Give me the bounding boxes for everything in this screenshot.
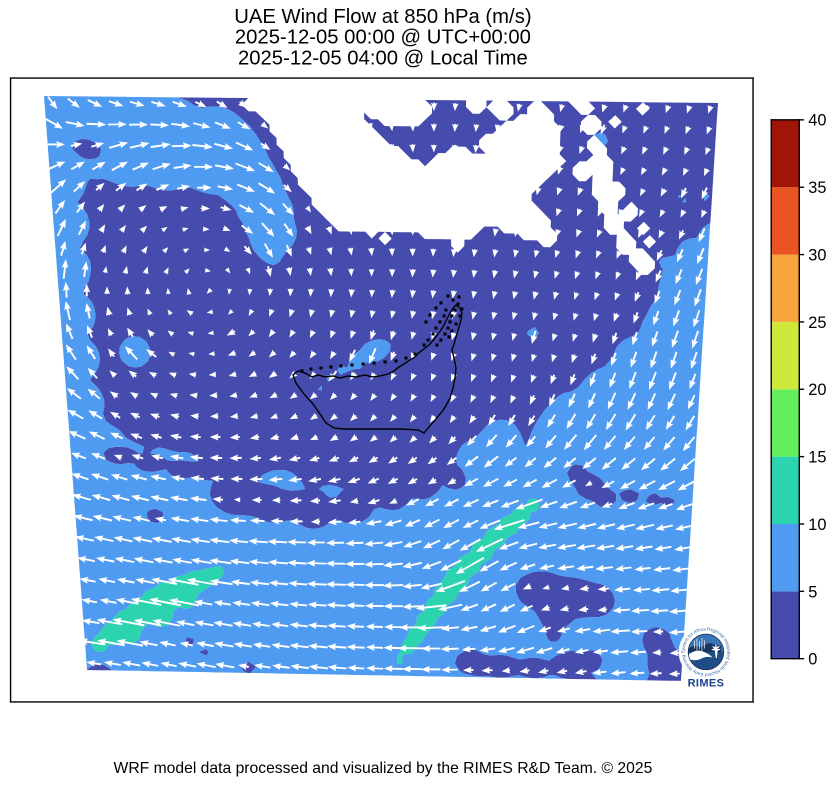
svg-text:2025-12-05 04:00 @ Local Time: 2025-12-05 04:00 @ Local Time — [238, 47, 528, 69]
svg-text:WRF model data processed and v: WRF model data processed and visualized … — [114, 760, 653, 777]
svg-text:25: 25 — [808, 314, 826, 332]
svg-text:RIMES: RIMES — [688, 677, 725, 689]
svg-text:35: 35 — [808, 179, 826, 197]
svg-text:20: 20 — [808, 381, 826, 399]
svg-text:UAE Wind Flow at 850 hPa (m/s): UAE Wind Flow at 850 hPa (m/s) — [234, 6, 531, 28]
svg-text:15: 15 — [808, 449, 826, 467]
svg-text:30: 30 — [808, 247, 826, 265]
svg-text:5: 5 — [808, 583, 817, 601]
svg-text:0: 0 — [808, 651, 817, 669]
svg-text:2025-12-05 00:00 @ UTC+00:00: 2025-12-05 00:00 @ UTC+00:00 — [235, 27, 531, 49]
svg-text:40: 40 — [808, 112, 826, 130]
svg-text:10: 10 — [808, 516, 826, 534]
